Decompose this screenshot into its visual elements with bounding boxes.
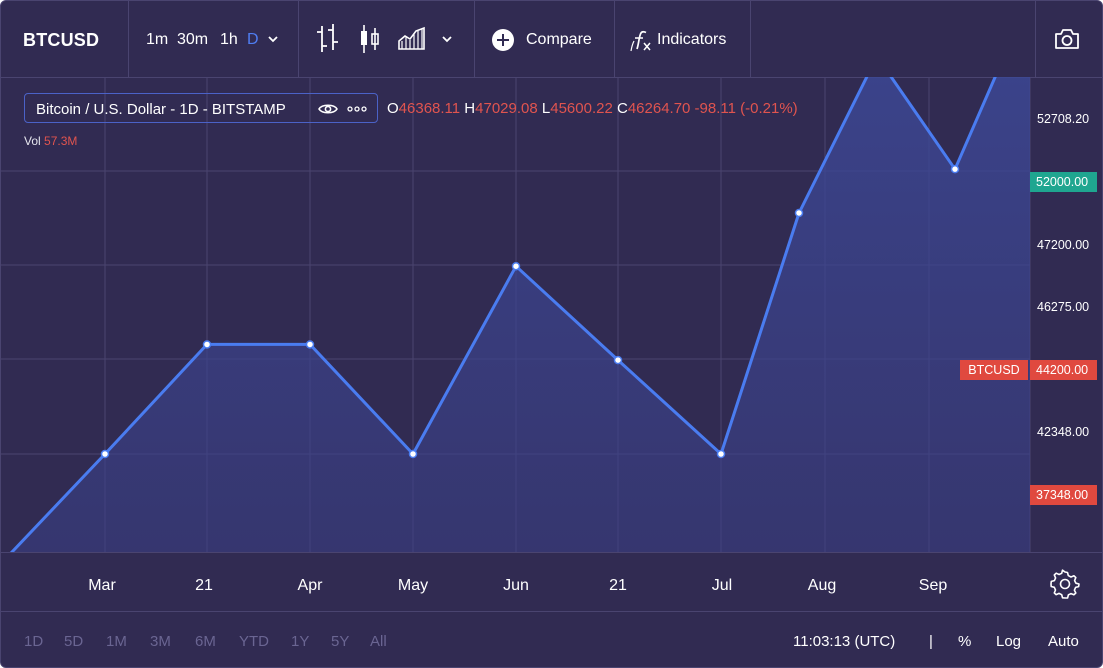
data-point[interactable] (950, 164, 960, 174)
chevron-down-icon[interactable] (441, 34, 453, 44)
time-axis[interactable]: Mar 21 Apr May Jun 21 Jul Aug Sep (1, 552, 1102, 612)
more-icon[interactable] (347, 105, 367, 113)
price-axis-label: 46275.00 (1037, 300, 1090, 314)
volume-value: 57.3M (44, 134, 78, 148)
separator: | (929, 633, 933, 650)
data-point[interactable] (202, 340, 212, 349)
fx-icon[interactable] (628, 29, 654, 53)
open-key: O (387, 100, 399, 117)
price-chart[interactable] (1, 77, 1102, 552)
series-line (9, 77, 997, 552)
eye-icon[interactable] (318, 102, 338, 116)
data-point[interactable] (408, 449, 418, 459)
data-point[interactable] (716, 449, 726, 459)
series-area (1, 77, 1030, 552)
series-price-tag: 44200.00 (1030, 360, 1097, 380)
time-label: Aug (807, 577, 837, 594)
range-1m[interactable]: 1M (106, 633, 127, 650)
volume-key: Vol (24, 134, 41, 148)
price-axis-label: 47200.00 (1037, 238, 1090, 252)
bar-chart-icon[interactable] (314, 22, 340, 56)
volume-legend: Vol 57.3M (24, 134, 77, 148)
toolbar-divider (128, 1, 129, 77)
low-price-tag: 37348.00 (1030, 485, 1097, 505)
range-6m[interactable]: 6M (195, 633, 216, 650)
symbol-legend[interactable]: Bitcoin / U.S. Dollar - 1D - BITSTAMP (24, 93, 378, 123)
indicators-button[interactable]: Indicators (657, 31, 727, 48)
close-key: C (616, 100, 628, 117)
toolbar-divider (1035, 1, 1036, 77)
percent-toggle[interactable]: % (958, 633, 972, 650)
range-all[interactable]: All (370, 633, 387, 650)
time-label: 21 (195, 577, 213, 594)
range-1y[interactable]: 1Y (291, 633, 310, 650)
time-label: Sep (918, 577, 948, 594)
time-label: Mar (88, 577, 116, 594)
settings-gear-icon[interactable] (1050, 569, 1080, 599)
price-axis-label: 42348.00 (1037, 425, 1090, 439)
time-label: Jun (503, 577, 529, 594)
range-5y[interactable]: 5Y (331, 633, 350, 650)
time-label: 21 (609, 577, 627, 594)
log-toggle[interactable]: Log (996, 633, 1022, 650)
toolbar-divider (614, 1, 615, 77)
auto-toggle[interactable]: Auto (1048, 633, 1079, 650)
toolbar-divider (474, 1, 475, 77)
range-5d[interactable]: 5D (64, 633, 84, 650)
plus-circle-icon[interactable] (491, 28, 515, 52)
time-label: May (397, 577, 429, 594)
low-value: 45600.22 (550, 100, 613, 117)
ohlc-values: O46368.11 H47029.08 L45600.22 C46264.70 … (387, 100, 798, 117)
price-axis-label: 52708.20 (1037, 112, 1090, 126)
range-1d[interactable]: 1D (24, 633, 44, 650)
high-key: H (464, 100, 476, 117)
data-point[interactable] (613, 355, 623, 365)
data-point[interactable] (100, 449, 110, 459)
legend-title: Bitcoin / U.S. Dollar - 1D - BITSTAMP (36, 101, 286, 118)
top-toolbar: BTCUSD 1m 30m 1h D Compare (1, 1, 1102, 78)
toolbar-divider (750, 1, 751, 77)
candlestick-icon[interactable] (358, 22, 382, 56)
series-name-tag: BTCUSD (960, 360, 1028, 380)
time-label: Jul (711, 577, 733, 594)
utc-clock[interactable]: 11:03:13 (UTC) (793, 633, 896, 650)
symbol-search[interactable]: BTCUSD (23, 30, 100, 50)
open-value: 46368.11 (398, 100, 461, 117)
range-ytd[interactable]: YTD (239, 633, 269, 650)
camera-icon[interactable] (1053, 27, 1081, 51)
current-price-tag: 52000.00 (1030, 172, 1097, 192)
interval-1m[interactable]: 1m (146, 31, 169, 48)
range-3m[interactable]: 3M (150, 633, 171, 650)
toolbar-divider (298, 1, 299, 77)
data-point[interactable] (511, 261, 521, 271)
data-point[interactable] (794, 208, 804, 218)
close-value: 46264.70 -98.11 (-0.21%) (627, 100, 798, 117)
time-label: Apr (297, 577, 323, 594)
high-value: 47029.08 (475, 100, 538, 117)
data-point[interactable] (305, 340, 315, 349)
chevron-down-icon[interactable] (267, 34, 279, 44)
low-key: L (541, 100, 551, 117)
interval-30m[interactable]: 30m (177, 31, 209, 48)
interval-d[interactable]: D (247, 31, 259, 48)
area-chart-icon[interactable] (397, 25, 427, 53)
interval-1h[interactable]: 1h (220, 31, 238, 48)
compare-button[interactable]: Compare (526, 31, 592, 48)
